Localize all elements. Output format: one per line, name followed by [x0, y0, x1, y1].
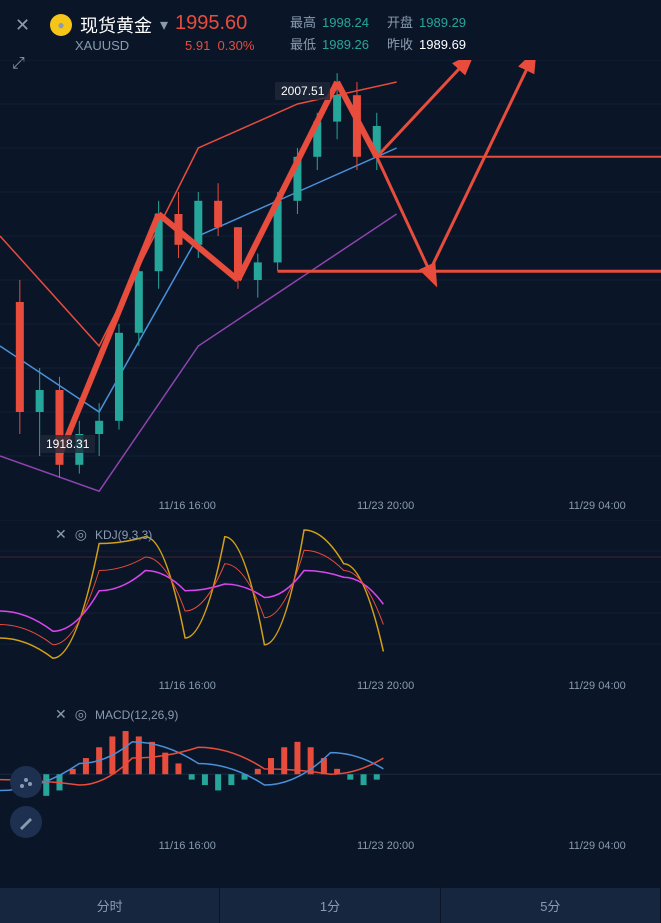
draw-tool-icon[interactable] [10, 806, 42, 838]
open-value: 1989.29 [419, 12, 466, 34]
kdj-panel[interactable]: ✕ ◎ KDJ(9,3,3) [0, 520, 661, 675]
prev-label: 昨收 [387, 34, 413, 56]
macd-panel[interactable]: ✕ ◎ MACD(12,26,9) [0, 700, 661, 835]
low-price-label: 1918.31 [40, 435, 95, 453]
timeframe-1分[interactable]: 1分 [220, 888, 440, 923]
indicator-tool-icon[interactable] [10, 766, 42, 798]
prev-value: 1989.69 [419, 34, 466, 56]
ohlc-block: 最高 1998.24 开盘 1989.29 最低 1989.26 昨收 1989… [290, 12, 466, 56]
close-icon[interactable]: ✕ [15, 15, 39, 39]
timeframe-分时[interactable]: 分时 [0, 888, 220, 923]
timeframe-bar: 分时1分5分 [0, 888, 661, 923]
symbol-icon: ● [50, 14, 72, 36]
x-tick: 11/16 16:00 [159, 840, 216, 852]
price-change: 5.91 0.30% [185, 38, 254, 53]
main-chart[interactable]: 2007.51 1918.31 [0, 60, 661, 500]
last-price: 1995.60 [175, 12, 247, 35]
macd-x-axis: 11/16 16:00 11/23 20:00 11/29 04:00 [0, 840, 661, 858]
chart-header: ✕ ● 现货黄金 ▾ XAUUSD 1995.60 5.91 0.30% 最高 … [10, 10, 651, 60]
x-tick: 11/29 04:00 [568, 840, 625, 852]
x-tick: 11/23 20:00 [357, 840, 414, 852]
low-value: 1989.26 [322, 34, 369, 56]
kdj-x-axis: 11/16 16:00 11/23 20:00 11/29 04:00 [0, 680, 661, 698]
high-label: 最高 [290, 12, 316, 34]
low-label: 最低 [290, 34, 316, 56]
x-tick: 11/29 04:00 [568, 680, 625, 692]
drawing-tools [10, 766, 42, 838]
chevron-down-icon[interactable]: ▾ [160, 15, 168, 35]
kdj-close-icon[interactable]: ✕ [55, 526, 67, 543]
timeframe-5分[interactable]: 5分 [441, 888, 661, 923]
x-tick: 11/23 20:00 [357, 500, 414, 512]
x-tick: 11/29 04:00 [568, 500, 625, 512]
kdj-svg [0, 520, 661, 675]
high-price-label: 2007.51 [275, 82, 330, 100]
macd-label: MACD(12,26,9) [95, 708, 178, 722]
symbol-name[interactable]: 现货黄金 [80, 12, 152, 38]
open-label: 开盘 [387, 12, 413, 34]
kdj-label: KDJ(9,3,3) [95, 528, 152, 542]
macd-close-icon[interactable]: ✕ [55, 706, 67, 723]
x-tick: 11/16 16:00 [159, 680, 216, 692]
x-tick: 11/23 20:00 [357, 680, 414, 692]
macd-settings-icon[interactable]: ◎ [75, 706, 87, 723]
main-x-axis: 11/16 16:00 11/23 20:00 11/29 04:00 [0, 500, 661, 518]
symbol-code: XAUUSD [75, 38, 129, 53]
kdj-settings-icon[interactable]: ◎ [75, 526, 87, 543]
high-value: 1998.24 [322, 12, 369, 34]
x-tick: 11/16 16:00 [159, 500, 216, 512]
main-chart-svg [0, 60, 661, 500]
